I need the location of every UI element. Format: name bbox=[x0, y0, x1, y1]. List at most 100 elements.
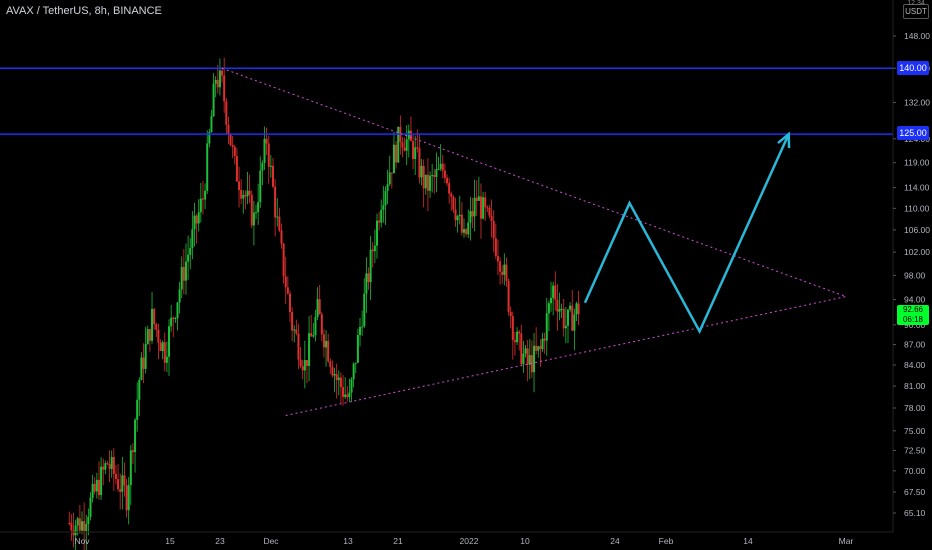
candle-down bbox=[265, 138, 268, 144]
candle-up bbox=[392, 144, 395, 174]
candle-down bbox=[475, 197, 478, 201]
candle-up bbox=[246, 190, 249, 197]
candle-down bbox=[233, 146, 236, 157]
candle-up bbox=[361, 326, 364, 328]
candle-up bbox=[545, 313, 548, 341]
candle-down bbox=[163, 342, 166, 363]
price-tick-label: 98.00 bbox=[904, 270, 926, 280]
candle-up bbox=[560, 308, 563, 310]
candle-down bbox=[238, 181, 241, 190]
candle-up bbox=[537, 346, 540, 351]
time-axis[interactable]: Nov 15 23 Dec 13 21 2022 10 24 Feb 14 Mar bbox=[0, 531, 893, 546]
candle-up bbox=[359, 326, 362, 336]
candle-up bbox=[424, 174, 427, 189]
candle-down bbox=[235, 156, 238, 182]
candle-up bbox=[337, 377, 340, 381]
candle-up bbox=[569, 305, 572, 310]
candle-up bbox=[197, 212, 200, 224]
candle-down bbox=[335, 374, 338, 381]
time-tick-label: Mar bbox=[839, 536, 854, 546]
candle-up bbox=[316, 299, 319, 318]
candle-down bbox=[295, 329, 298, 334]
candle-up bbox=[252, 212, 255, 226]
candle-up bbox=[352, 363, 355, 380]
candle-down bbox=[422, 165, 425, 189]
candle-down bbox=[499, 261, 502, 272]
current-price-countdown: 06:18 bbox=[902, 315, 924, 324]
candle-down bbox=[286, 287, 289, 294]
candle-up bbox=[193, 215, 196, 230]
time-tick-label: 10 bbox=[520, 536, 530, 546]
chart-title: AVAX / TetherUS, 8h, BINANCE bbox=[6, 5, 162, 17]
candle-up bbox=[333, 374, 336, 376]
candle-down bbox=[282, 243, 285, 277]
candle-down bbox=[108, 464, 111, 469]
price-tick-label: 78.00 bbox=[904, 403, 926, 413]
currency-badge-top: 12.34 bbox=[907, 0, 925, 7]
candle-down bbox=[513, 340, 516, 343]
candle-up bbox=[431, 175, 434, 177]
candle-down bbox=[507, 280, 510, 312]
candle-up bbox=[375, 220, 378, 246]
candle-up bbox=[503, 264, 506, 275]
candle-up bbox=[312, 335, 315, 337]
candle-up bbox=[350, 379, 353, 393]
candle-down bbox=[288, 293, 291, 312]
projection-layer bbox=[583, 131, 791, 335]
candle-up bbox=[110, 457, 113, 469]
candle-up bbox=[214, 79, 217, 84]
trendline-upper[interactable] bbox=[221, 67, 847, 298]
candle-up bbox=[269, 165, 272, 167]
candle-down bbox=[378, 220, 381, 223]
candle-up bbox=[81, 521, 83, 531]
candle-down bbox=[490, 215, 493, 222]
candle-up bbox=[575, 303, 578, 315]
candle-up bbox=[212, 83, 215, 117]
candle-down bbox=[539, 346, 542, 349]
candle-up bbox=[199, 198, 202, 213]
trendline-lower[interactable] bbox=[285, 296, 847, 416]
candle-down bbox=[72, 530, 75, 536]
candle-up bbox=[469, 211, 472, 223]
candle-down bbox=[123, 475, 126, 486]
candle-down bbox=[450, 193, 453, 197]
time-tick-label: 24 bbox=[610, 536, 620, 546]
candle-down bbox=[460, 214, 463, 233]
currency-badge[interactable]: 12.34 USDT bbox=[903, 0, 929, 19]
candle-up bbox=[161, 342, 164, 352]
candle-down bbox=[112, 457, 115, 474]
candle-down bbox=[291, 311, 294, 331]
candle-down bbox=[486, 207, 489, 209]
candle-down bbox=[248, 190, 251, 195]
candle-down bbox=[229, 133, 232, 146]
candle-down bbox=[479, 196, 482, 219]
candle-down bbox=[327, 340, 330, 362]
candle-down bbox=[78, 518, 81, 531]
candle-up bbox=[369, 249, 372, 282]
candle-down bbox=[543, 338, 546, 341]
candle-up bbox=[242, 194, 245, 199]
candle-up bbox=[206, 143, 209, 191]
candle-up bbox=[259, 170, 262, 203]
candle-down bbox=[339, 377, 342, 388]
candle-down bbox=[244, 194, 247, 197]
candle-up bbox=[373, 245, 376, 252]
candle-down bbox=[526, 348, 529, 365]
candle-up bbox=[104, 463, 107, 470]
candle-up bbox=[176, 302, 179, 319]
candle-down bbox=[367, 273, 370, 282]
candle-up bbox=[516, 331, 519, 343]
candle-up bbox=[439, 163, 442, 169]
candle-up bbox=[303, 360, 306, 371]
price-tick-label: 67.50 bbox=[904, 487, 926, 497]
candle-down bbox=[484, 197, 487, 208]
candle-up bbox=[121, 475, 124, 492]
candle-down bbox=[102, 466, 105, 470]
candle-up bbox=[257, 202, 260, 213]
candle-up bbox=[344, 394, 347, 397]
candle-down bbox=[346, 394, 349, 398]
projection-path[interactable] bbox=[583, 133, 790, 335]
candle-down bbox=[401, 142, 404, 148]
